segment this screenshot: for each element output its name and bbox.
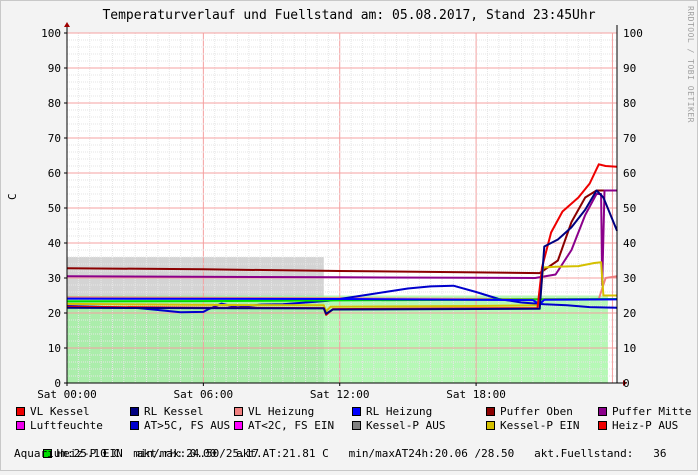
y-tick-label-left: 10	[48, 342, 61, 355]
legend-label: Kessel-P AUS	[366, 419, 446, 432]
y-tick-label-right: 50	[623, 202, 636, 215]
y-tick-label-right: 90	[623, 62, 636, 75]
y-tick-label-right: 80	[623, 97, 636, 110]
legend-swatch	[598, 407, 607, 416]
legend-swatch	[598, 421, 607, 430]
legend-label: Heiz-P AUS	[612, 419, 679, 432]
y-tick-label-right: 0	[623, 377, 630, 390]
y-tick-label-left: 70	[48, 132, 61, 145]
legend-row-3: Heiz-P EIN akt.rH: 0.00 akt.AT:21.81 C mi…	[14, 433, 694, 460]
y-tick-label-right: 60	[623, 167, 636, 180]
legend-swatch	[130, 421, 139, 430]
legend-swatch	[234, 421, 243, 430]
watermark: RRDTOOL / TOBI OETIKER	[686, 6, 695, 123]
series-rl-heizung	[66, 297, 618, 306]
legend-label: RL Heizung	[366, 405, 433, 418]
series-at-5c-fs-aus	[66, 284, 618, 314]
legend-swatch	[42, 449, 52, 458]
legend-swatch	[352, 407, 361, 416]
legend-label: Luftfeuchte	[30, 419, 103, 432]
legend-label: VL Kessel	[30, 405, 90, 418]
x-tick-label: Sat 00:00	[37, 388, 97, 401]
y-tick-label-left: 90	[48, 62, 61, 75]
legend-item-vl-heizung: VL Heizung	[232, 405, 350, 419]
legend-label: AT<2C, FS EIN	[248, 419, 335, 432]
legend-row-1: VL Kessel RL Kessel VL Heizung RL Heizung Pu…	[14, 405, 694, 419]
legend-item-vl-kessel: VL Kessel	[14, 405, 128, 419]
legend-item-kessel-p-aus: Kessel-P AUS	[350, 419, 484, 433]
y-tick-label-left: 50	[48, 202, 61, 215]
legend-item-heiz-p-ein: Heiz-P EIN	[41, 447, 123, 461]
legend-row-2: Luftfeuchte AT>5C, FS AUS AT<2C, FS EIN Kes…	[14, 419, 694, 433]
x-tick-label: Sat 06:00	[174, 388, 234, 401]
y-tick-label-left: 100	[41, 27, 61, 40]
y-tick-label-right: 20	[623, 307, 636, 320]
series-puffer-oben	[66, 189, 617, 275]
y-axis-arrow	[64, 22, 70, 27]
y-tick-label-left: 60	[48, 167, 61, 180]
legend-label: Heiz-P EIN	[56, 447, 123, 460]
legend-swatch	[352, 421, 361, 430]
y-tick-label-left: 20	[48, 307, 61, 320]
y-tick-label-right: 40	[623, 237, 636, 250]
status-line-2: Aquarium:25.10 C min/max:24.50/25.17	[14, 447, 260, 460]
y-tick-label-left: 30	[48, 272, 61, 285]
status-line-1: akt.rH: 0.00 akt.AT:21.81 C min/maxAT24h…	[136, 447, 667, 460]
y-tick-label-left: 40	[48, 237, 61, 250]
x-tick-label: Sat 18:00	[446, 388, 506, 401]
x-tick-label: Sat 12:00	[310, 388, 370, 401]
legend-label: VL Heizung	[248, 405, 315, 418]
series-rl-kessel	[66, 189, 618, 315]
chart-title: Temperaturverlauf und Fuellstand am: 05.…	[102, 8, 596, 23]
legend: VL Kessel RL Kessel VL Heizung RL Heizung Pu…	[14, 405, 694, 461]
y-tick-label-left: 80	[48, 97, 61, 110]
legend-item-puffer-mitte: Puffer Mitte	[596, 405, 698, 419]
legend-label: Kessel-P EIN	[500, 419, 580, 432]
legend-swatch	[486, 421, 495, 430]
y-tick-label-right: 100	[623, 27, 643, 40]
legend-item-at-5c-fs-aus: AT>5C, FS AUS	[128, 419, 232, 433]
legend-swatch	[130, 407, 139, 416]
legend-item-at-2c-fs-ein: AT<2C, FS EIN	[232, 419, 350, 433]
legend-item-kessel-p-ein: Kessel-P EIN	[484, 419, 596, 433]
legend-item-heiz-p-aus: Heiz-P AUS	[596, 419, 698, 433]
y-tick-label-right: 70	[623, 132, 636, 145]
legend-item-rl-kessel: RL Kessel	[128, 405, 232, 419]
legend-swatch	[16, 421, 25, 430]
y-tick-label-right: 30	[623, 272, 636, 285]
legend-item-rl-heizung: RL Heizung	[350, 405, 484, 419]
series-puffer-mitte	[66, 189, 617, 286]
legend-item-puffer-oben: Puffer Oben	[484, 405, 596, 419]
legend-item-luftfeuchte: Luftfeuchte	[14, 419, 128, 433]
legend-swatch	[16, 407, 25, 416]
legend-swatch	[486, 407, 495, 416]
y-tick-label-left: 0	[54, 377, 61, 390]
y-tick-label-right: 10	[623, 342, 636, 355]
x-axis-arrow	[623, 380, 627, 386]
legend-label: RL Kessel	[144, 405, 204, 418]
legend-label: Puffer Oben	[500, 405, 573, 418]
legend-label: AT>5C, FS AUS	[144, 419, 231, 432]
legend-label: Puffer Mitte	[612, 405, 692, 418]
legend-swatch	[234, 407, 243, 416]
